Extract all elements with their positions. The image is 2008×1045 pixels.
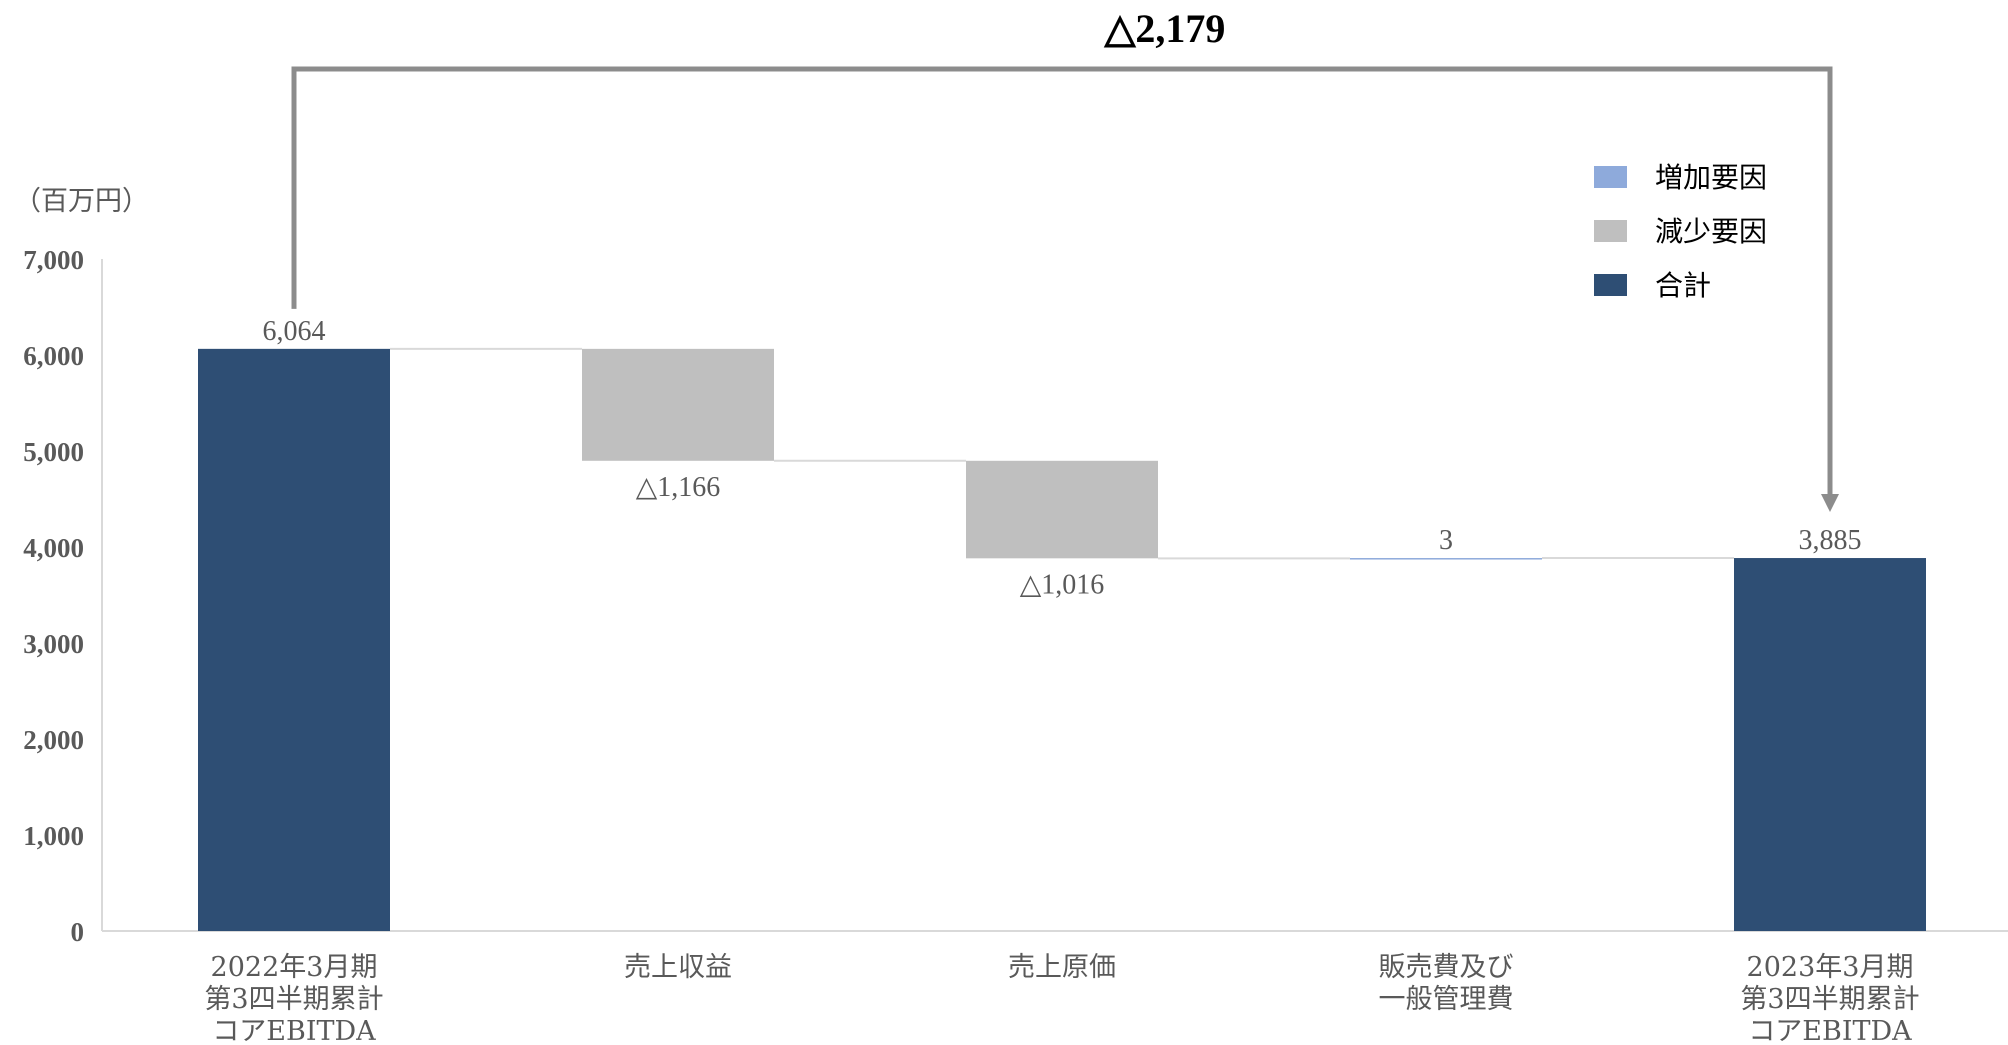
labels-layer: 6,064 △1,166 △1,016 3 3,885	[263, 316, 1862, 600]
total-bar	[198, 348, 390, 932]
y-tick-label: 3,000	[23, 629, 84, 659]
decrease-bar	[966, 460, 1158, 559]
category-label-line: 2023年3月期	[1747, 952, 1914, 983]
legend-label-decrease: 減少要因	[1655, 215, 1767, 248]
y-tick-label: 7,000	[23, 245, 84, 275]
legend-swatch-increase	[1594, 166, 1627, 188]
category-label-line: コアEBITDA	[1748, 1016, 1912, 1045]
bracket-line	[291, 66, 1833, 497]
unit-label: （百万円）	[14, 186, 149, 217]
data-label: △1,166	[636, 472, 721, 503]
legend-swatch-decrease	[1594, 220, 1627, 242]
decrease-bar	[582, 348, 774, 461]
total-bar	[1734, 558, 1926, 931]
category-label: 2023年3月期第3四半期累計コアEBITDA	[1740, 952, 1919, 1045]
arrow-head	[1821, 494, 1839, 513]
category-label-line: 売上原価	[1008, 952, 1116, 983]
category-label: 販売費及び一般管理費	[1379, 952, 1514, 1015]
data-label: △1,016	[1020, 569, 1105, 600]
data-label: 6,064	[263, 316, 326, 347]
category-label-line: 第3四半期累計	[1740, 984, 1919, 1015]
category-label-line: コアEBITDA	[212, 1016, 376, 1045]
legend-swatch-total	[1594, 274, 1627, 296]
category-label-line: 一般管理費	[1379, 984, 1514, 1015]
data-label: 3,885	[1799, 525, 1862, 556]
total-change-bracket: △2,179	[291, 6, 1839, 513]
increase-bar	[1350, 558, 1542, 560]
y-tick-label: 6,000	[23, 341, 84, 371]
y-tick-label: 1,000	[23, 821, 84, 851]
category-label: 2022年3月期第3四半期累計コアEBITDA	[204, 952, 383, 1045]
y-tick-label: 4,000	[23, 533, 84, 563]
y-tick-label: 2,000	[23, 725, 84, 755]
y-tick-label: 5,000	[23, 437, 84, 467]
category-label: 売上原価	[1008, 952, 1116, 983]
category-label-line: 第3四半期累計	[204, 984, 383, 1015]
legend-label-total: 合計	[1655, 269, 1711, 302]
data-label: 3	[1439, 525, 1453, 556]
category-label-line: 売上収益	[624, 952, 732, 983]
y-tick-label: 0	[71, 917, 85, 947]
category-label: 売上収益	[624, 952, 732, 983]
legend-label-increase: 増加要因	[1655, 161, 1767, 194]
bars-layer	[198, 347, 1926, 932]
category-label-line: 2022年3月期	[211, 952, 378, 983]
axis-layer: 0 1,000 2,000 3,000 4,000 5,000 6,000 7,000 2022…	[23, 245, 2008, 1045]
total-change-label: △2,179	[1104, 6, 1226, 51]
category-label-line: 販売費及び	[1379, 952, 1514, 983]
